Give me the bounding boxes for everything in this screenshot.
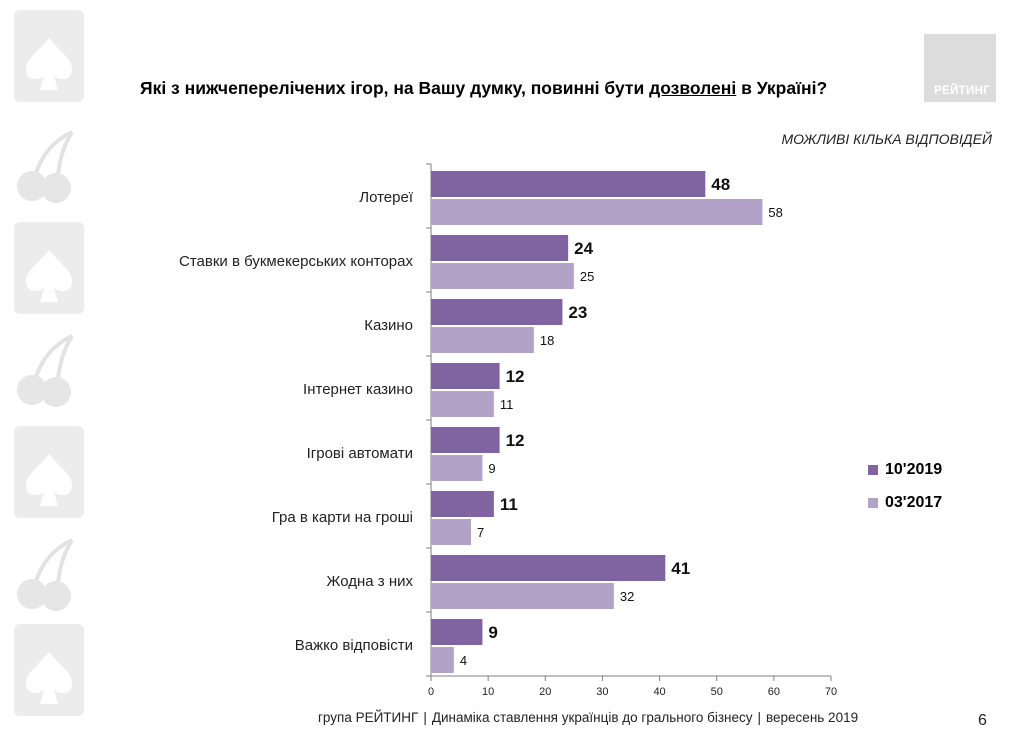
bar-2017 xyxy=(431,455,483,481)
bar-2017 xyxy=(431,263,574,289)
legend-label-2017: 03'2017 xyxy=(885,494,943,511)
category-label: Інтернет казино xyxy=(303,381,413,398)
legend-item-2017: 03'2017 xyxy=(868,493,942,513)
x-tick-label: 20 xyxy=(539,686,551,698)
data-label-2017: 18 xyxy=(540,333,554,348)
x-tick-label: 40 xyxy=(653,686,665,698)
category-label: Жодна з них xyxy=(327,573,414,590)
footer-separator: | xyxy=(423,710,427,725)
ace-of-spades-icon xyxy=(14,624,84,716)
bar-2019 xyxy=(431,491,494,517)
footer-date: вересень 2019 xyxy=(766,710,859,725)
title-underlined-word: дозволені xyxy=(649,78,737,98)
bar-2017 xyxy=(431,327,534,353)
ace-of-spades-icon xyxy=(14,426,84,518)
x-tick-label: 50 xyxy=(711,686,723,698)
title-text: Які з нижчеперелічених ігор, на Вашу дум… xyxy=(140,78,650,98)
bar-2019 xyxy=(431,235,569,261)
ace-of-spades-icon xyxy=(14,222,84,314)
data-label-2019: 24 xyxy=(574,239,593,258)
x-tick-label: 30 xyxy=(596,686,608,698)
data-label-2019: 9 xyxy=(488,623,497,642)
footer-org: група РЕЙТИНГ xyxy=(318,710,419,725)
logo-text: РЕЙТИНГ xyxy=(934,85,990,97)
data-label-2019: 41 xyxy=(671,559,690,578)
data-label-2017: 58 xyxy=(768,205,782,220)
bar-2019 xyxy=(431,299,563,325)
brand-logo: РЕЙТИНГ xyxy=(924,34,996,102)
data-label-2017: 11 xyxy=(500,397,514,412)
bar-2017 xyxy=(431,647,454,673)
x-tick-label: 0 xyxy=(428,686,434,698)
data-label-2019: 12 xyxy=(506,431,525,450)
category-label: Гра в карти на гроші xyxy=(272,509,413,526)
bar-2019 xyxy=(431,619,483,645)
bar-2019 xyxy=(431,363,500,389)
data-label-2019: 11 xyxy=(500,495,518,514)
legend-item-2019: 10'2019 xyxy=(868,460,942,480)
category-label: Ставки в букмекерських конторах xyxy=(179,253,413,270)
cherry-icon xyxy=(17,334,74,407)
legend-swatch-2019 xyxy=(868,465,878,475)
page-title: Які з нижчеперелічених ігор, на Вашу дум… xyxy=(140,78,827,99)
decorative-sidebar xyxy=(14,10,84,716)
data-label-2017: 9 xyxy=(488,461,495,476)
category-label: Казино xyxy=(364,317,413,334)
cherry-icon xyxy=(17,130,74,203)
bar-2017 xyxy=(431,519,471,545)
legend-swatch-2017 xyxy=(868,498,878,508)
bar-2017 xyxy=(431,583,614,609)
data-label-2017: 4 xyxy=(460,653,467,668)
x-tick-label: 10 xyxy=(482,686,494,698)
footer-separator: | xyxy=(757,710,762,725)
category-label: Ігрові автомати xyxy=(307,445,413,462)
data-label-2017: 7 xyxy=(477,525,484,540)
cherry-icon xyxy=(17,538,74,611)
bar-2019 xyxy=(431,427,500,453)
footer: група РЕЙТИНГ | Динаміка ставлення українц… xyxy=(318,710,858,725)
ace-of-spades-icon xyxy=(14,10,84,102)
legend-label-2019: 10'2019 xyxy=(885,461,943,478)
x-tick-label: 70 xyxy=(825,686,837,698)
chart-subtitle: МОЖЛИВІ КІЛЬКА ВІДПОВІДЕЙ xyxy=(781,131,992,147)
data-label-2019: 12 xyxy=(506,367,525,386)
bar-2017 xyxy=(431,199,763,225)
data-label-2017: 25 xyxy=(580,269,594,284)
data-label-2019: 48 xyxy=(711,175,730,194)
footer-study: Динаміка ставлення українців до гральног… xyxy=(431,710,753,725)
bar-2019 xyxy=(431,171,706,197)
title-text-end: в Україні? xyxy=(736,78,828,98)
chart-legend: 10'2019 03'2017 xyxy=(868,460,942,526)
data-label-2019: 23 xyxy=(568,303,587,322)
data-label-2017: 32 xyxy=(620,589,634,604)
category-label: Важко відповісти xyxy=(295,637,413,654)
x-tick-label: 60 xyxy=(768,686,780,698)
bar-2017 xyxy=(431,391,494,417)
bar-2019 xyxy=(431,555,666,581)
page-number: 6 xyxy=(978,712,987,729)
category-label: Лотереї xyxy=(359,189,414,206)
